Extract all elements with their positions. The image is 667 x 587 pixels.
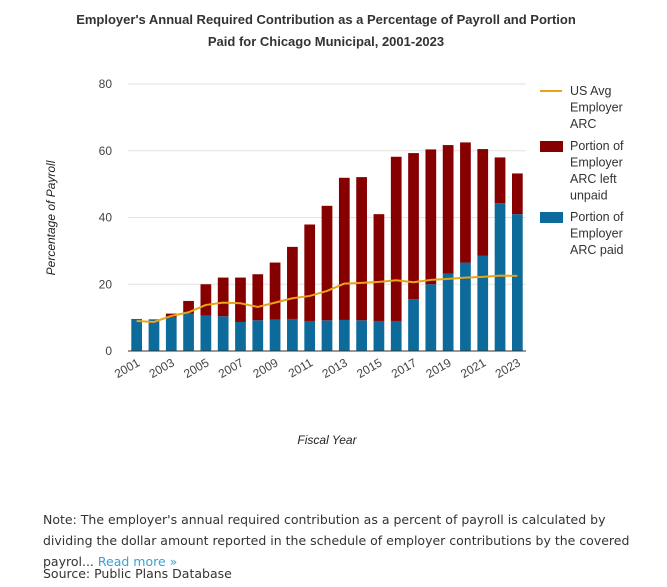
bar-paid-2017[interactable] [408,299,419,351]
bar-paid-2019[interactable] [442,273,454,351]
bar-unpaid-2015[interactable] [373,214,385,321]
line-us-avg-employer-arc[interactable] [136,274,518,323]
bar-paid-2008[interactable] [252,320,264,351]
chart-note: Note: The employer's annual required con… [43,509,653,572]
bar-paid-2002[interactable] [148,319,160,351]
bar-unpaid-2016[interactable] [390,156,402,321]
chart-title-line-2: Paid for Chicago Municipal, 2001-2023 [208,34,444,49]
x-tick-label: 2007 [216,355,246,381]
bar-unpaid-2004[interactable] [183,300,194,314]
bar-paid-2015[interactable] [373,320,385,351]
x-tick-label: 2015 [354,355,384,381]
bar-unpaid-2013[interactable] [338,177,350,320]
read-more-link[interactable]: Read more » [97,554,178,569]
bar-unpaid-2018[interactable] [425,149,437,285]
bar-unpaid-2021[interactable] [477,149,489,256]
x-tick-label: 2021 [458,355,488,381]
bar-paid-2023[interactable] [511,214,523,351]
bar-paid-2016[interactable] [390,320,402,351]
bar-unpaid-2009[interactable] [269,262,281,320]
bar-unpaid-2012[interactable] [321,205,333,321]
bar-paid-2014[interactable] [356,320,367,351]
bar-paid-2005[interactable] [200,315,212,351]
y-tick-label: 0 [105,344,112,358]
bar-unpaid-2020[interactable] [460,142,471,263]
y-tick-label: 80 [99,77,113,91]
bar-unpaid-2007[interactable] [235,277,246,322]
x-tick-label: 2017 [389,355,419,381]
x-tick-label: 2005 [181,355,211,381]
bar-paid-2004[interactable] [183,313,194,351]
x-tick-label: 2001 [112,355,142,381]
bar-paid-2020[interactable] [460,262,471,351]
bar-paid-2012[interactable] [321,320,333,351]
bar-unpaid-2011[interactable] [304,224,316,321]
x-tick-label: 2003 [147,355,177,381]
bar-unpaid-2005[interactable] [200,284,212,316]
bar-unpaid-2019[interactable] [442,145,454,274]
y-tick-label: 60 [99,144,113,158]
chart: Employer's Annual Required Contribution … [44,12,624,447]
bar-unpaid-2023[interactable] [511,173,523,215]
bar-unpaid-2017[interactable] [408,153,419,300]
source-text: Source: Public Plans Database [43,566,232,581]
note-text: Note: The employer's annual required con… [43,512,630,569]
bar-unpaid-2022[interactable] [494,157,506,204]
bar-paid-2001[interactable] [131,318,143,351]
bar-paid-2003[interactable] [165,316,177,351]
bar-paid-2009[interactable] [269,319,281,351]
bar-unpaid-2006[interactable] [217,277,229,317]
chart-title-line-1: Employer's Annual Required Contribution … [76,12,576,27]
x-axis-label: Fiscal Year [297,433,357,447]
x-tick-label: 2009 [250,355,280,381]
y-axis-label: Percentage of Payroll [44,160,58,275]
bar-paid-2013[interactable] [338,319,350,351]
y-tick-label: 40 [99,211,113,225]
bar-unpaid-2008[interactable] [252,274,264,321]
legend-swatch-bar [540,141,563,152]
legend-entry[interactable]: Portion of Employer ARC paid [570,210,624,257]
bar-paid-2010[interactable] [287,318,298,351]
y-tick-label: 20 [99,277,113,291]
x-tick-label: 2011 [286,355,316,380]
bar-paid-2011[interactable] [304,320,316,351]
bar-paid-2021[interactable] [477,255,489,351]
legend-entry[interactable]: US Avg Employer ARC [570,84,623,131]
legend-entry[interactable]: Portion of Employer ARC left unpaid [570,139,624,203]
bar-paid-2022[interactable] [494,203,506,351]
bar-unpaid-2010[interactable] [287,246,298,319]
x-tick-label: 2019 [424,355,454,381]
x-tick-label: 2013 [320,355,350,381]
bar-paid-2006[interactable] [217,316,229,351]
bar-unpaid-2014[interactable] [356,177,367,321]
legend-swatch-bar [540,212,563,223]
bar-paid-2007[interactable] [235,321,246,351]
x-tick-label: 2023 [493,355,523,381]
bar-paid-2018[interactable] [425,284,437,351]
